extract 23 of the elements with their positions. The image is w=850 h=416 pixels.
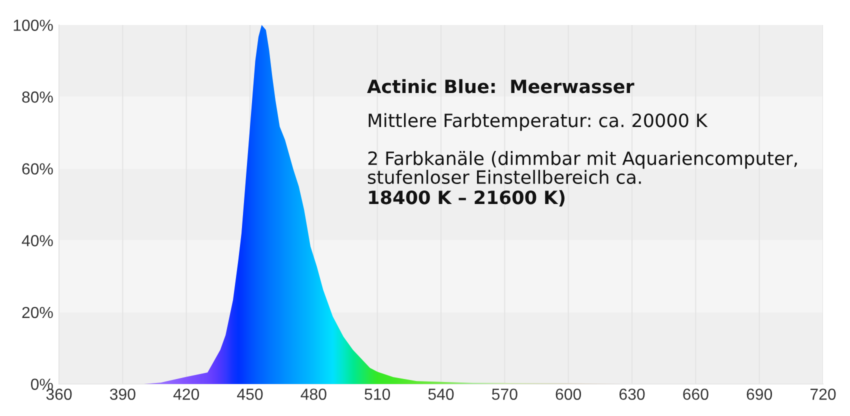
x-tick-label: 570 bbox=[492, 388, 518, 400]
y-tick-label: 20% bbox=[22, 306, 53, 318]
annotation: Mittlere Farbtemperatur: ca. 20000 K bbox=[368, 113, 708, 131]
x-tick-label: 420 bbox=[173, 388, 200, 400]
y-tick-label: 80% bbox=[22, 91, 53, 103]
x-tick-label: 360 bbox=[46, 388, 72, 400]
x-tick-label: 720 bbox=[810, 388, 836, 400]
x-tick-label: 690 bbox=[746, 388, 772, 400]
x-tick-label: 510 bbox=[364, 388, 390, 400]
x-tick-label: 630 bbox=[619, 388, 645, 400]
y-tick-label: 40% bbox=[22, 235, 53, 246]
x-tick-label: 390 bbox=[110, 388, 136, 400]
annotation: 18400 K – 21600 K) bbox=[369, 190, 564, 206]
y-tick-label: 60% bbox=[22, 163, 53, 175]
text: Actinic Blue: Meerwasser bbox=[367, 79, 634, 94]
x-tick-label: 450 bbox=[237, 388, 263, 400]
x-tick-label: 480 bbox=[300, 388, 326, 400]
y-tick-label: 100% bbox=[14, 20, 53, 31]
x-tick-label: 540 bbox=[428, 388, 454, 400]
annotation: 2 Farbkanäle (dimmbar mit Aquariencomputer, stufenloser Einstellbereich ca. bbox=[368, 151, 797, 184]
y-tick-label: 0% bbox=[30, 378, 53, 390]
x-tick-label: 660 bbox=[683, 388, 708, 400]
x-tick-label: 600 bbox=[556, 388, 582, 400]
